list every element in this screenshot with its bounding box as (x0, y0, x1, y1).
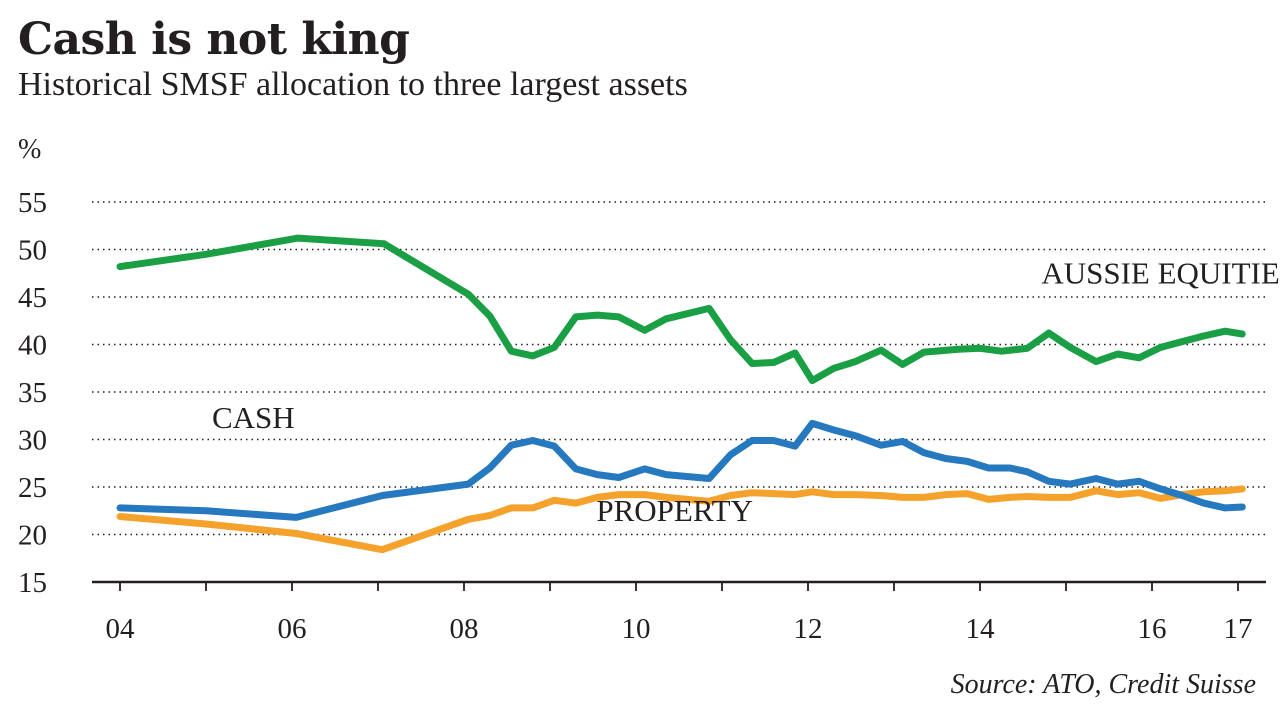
y-tick-label: 15 (18, 567, 47, 599)
x-tick-label: 16 (1138, 613, 1167, 645)
y-tick-label: 30 (18, 425, 47, 457)
series-lines (116, 234, 1246, 554)
x-tick-label: 08 (450, 613, 479, 645)
y-tick-label: 55 (18, 187, 47, 219)
x-tick-label: 10 (622, 613, 651, 645)
y-tick-label: 35 (18, 377, 47, 409)
series-label: CASH (212, 400, 295, 435)
y-axis-unit-label: % (18, 134, 41, 165)
y-tick-label: 25 (18, 472, 47, 504)
x-tick-label: 14 (966, 613, 996, 645)
series-labels: AUSSIE EQUITIES CASH PROPERTY (212, 256, 1280, 529)
x-tick-label: 06 (278, 613, 307, 645)
series-label: AUSSIE EQUITIES (1041, 256, 1280, 291)
y-tick-label: 50 (18, 235, 47, 267)
series-line-cash (116, 419, 1246, 521)
y-tick-label: 40 (18, 330, 47, 362)
series-line-property (116, 485, 1246, 554)
y-tick-label: 45 (18, 282, 47, 314)
series-line-aussie-equities (116, 234, 1246, 385)
x-tick-label: 17 (1224, 613, 1253, 645)
x-axis: 04 06 08 10 12 14 16 17 (92, 580, 1266, 645)
gridlines (92, 201, 1266, 536)
x-tick-label: 12 (794, 613, 823, 645)
chart-title: Cash is not king (18, 14, 410, 65)
y-tick-label: 20 (18, 520, 47, 552)
source-note: Source: ATO, Credit Suisse (950, 669, 1256, 700)
y-axis-ticks: 15 20 25 30 35 40 45 50 55 (18, 187, 47, 599)
chart-subtitle: Historical SMSF allocation to three larg… (18, 66, 688, 103)
x-tick-label: 04 (106, 613, 136, 645)
series-label: PROPERTY (596, 493, 753, 528)
